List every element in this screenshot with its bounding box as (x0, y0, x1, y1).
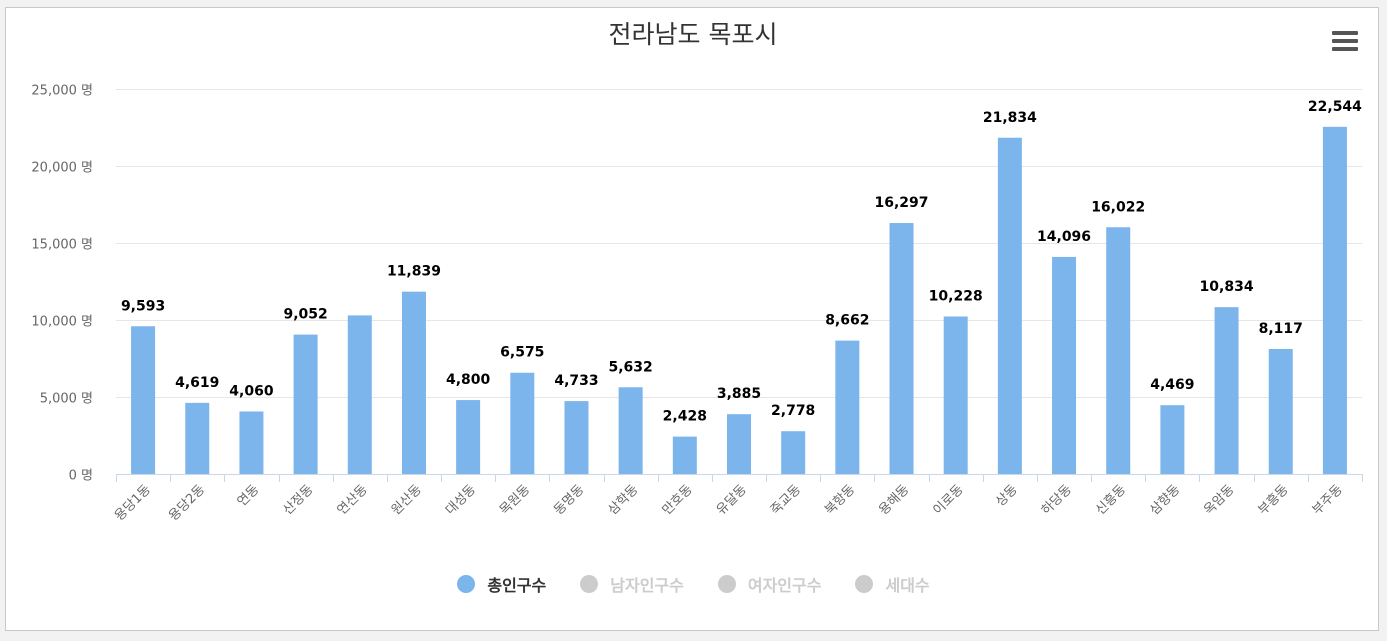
bar-산정동[interactable] (293, 334, 318, 474)
y-tick-label: 0 명 (69, 469, 93, 484)
legend-dot-households (855, 575, 874, 593)
y-tick-label: 10,000 명 (31, 315, 93, 330)
data-label: 4,733 (554, 373, 598, 389)
x-tick-label: 산정동 (280, 482, 316, 518)
bar-옥암동[interactable] (1214, 307, 1239, 474)
x-tick-label: 신흥동 (1093, 482, 1129, 518)
bar-만호동[interactable] (672, 436, 697, 474)
x-tick-label: 동명동 (551, 482, 587, 518)
x-tick-label: 부주동 (1310, 482, 1346, 518)
bar-용당2동[interactable] (185, 402, 210, 474)
x-tick-label: 용당2동 (166, 482, 208, 524)
data-label: 3,885 (717, 386, 761, 402)
bar-이로동[interactable] (943, 316, 968, 474)
legend-label-households: 세대수 (885, 576, 930, 595)
data-label: 2,428 (663, 409, 707, 425)
x-tick-label: 상동 (993, 482, 1021, 510)
x-tick-label: 삼학동 (605, 482, 641, 518)
bar-삼학동[interactable] (618, 387, 643, 474)
legend-label-female: 여자인구수 (747, 576, 822, 595)
y-tick-label: 5,000 명 (40, 392, 93, 407)
x-tick-label: 죽교동 (768, 482, 804, 518)
data-label: 8,662 (825, 313, 869, 329)
x-tick-label: 부흥동 (1256, 482, 1292, 518)
bar-삼향동[interactable] (1160, 405, 1185, 474)
data-label: 4,800 (446, 372, 491, 388)
x-tick-label: 옥암동 (1201, 482, 1237, 518)
bar-상동[interactable] (997, 137, 1022, 474)
x-tick-label: 용당1동 (112, 482, 154, 524)
data-label: 14,096 (1037, 229, 1091, 245)
x-tick-label: 원산동 (389, 482, 425, 518)
bar-동명동[interactable] (564, 401, 589, 474)
bar-하당동[interactable] (1052, 256, 1077, 474)
legend-item-households[interactable]: 세대수 (855, 572, 930, 596)
bar-신흥동[interactable] (1106, 227, 1131, 474)
chart-legend: 총인구수 남자인구수 여자인구수 세대수 (0, 572, 1387, 596)
x-tick-label: 대성동 (443, 482, 479, 518)
bar-연동[interactable] (239, 411, 264, 474)
data-label: 9,052 (283, 307, 327, 323)
legend-label-male: 남자인구수 (610, 576, 684, 595)
data-label: 4,060 (229, 383, 274, 399)
data-label: 10,228 (929, 288, 983, 304)
bar-부흥동[interactable] (1268, 348, 1293, 474)
data-label: 21,834 (983, 110, 1037, 126)
bar-죽교동[interactable] (781, 431, 806, 474)
bar-용해동[interactable] (889, 223, 914, 474)
legend-dot-total (457, 575, 476, 593)
data-label: 16,022 (1091, 199, 1145, 215)
x-tick-label: 삼향동 (1147, 482, 1183, 518)
bar-목원동[interactable] (510, 372, 535, 474)
x-tick-label: 북항동 (822, 482, 858, 518)
x-tick-label: 이로동 (931, 482, 967, 518)
bar-유달동[interactable] (727, 414, 751, 474)
data-label: 4,619 (175, 375, 219, 391)
bar-대성동[interactable] (456, 400, 481, 474)
chart-title: 전라남도 목포시 (609, 20, 778, 49)
x-tick-label: 용해동 (876, 482, 912, 518)
data-label: 4,469 (1150, 377, 1194, 393)
data-label: 11,839 (387, 264, 441, 280)
x-tick-label: 만호동 (660, 482, 696, 518)
data-label: 9,593 (121, 298, 165, 314)
y-tick-label: 15,000 명 (31, 238, 93, 253)
bar-연산동[interactable] (347, 315, 372, 474)
hamburger-menu-icon[interactable] (1332, 31, 1358, 53)
legend-dot-female (717, 575, 736, 593)
data-label: 6,575 (500, 345, 544, 361)
data-label: 5,632 (609, 359, 653, 375)
bar-원산동[interactable] (401, 291, 426, 474)
legend-dot-male (580, 575, 599, 593)
legend-label-total: 총인구수 (487, 576, 547, 595)
data-label: 22,544 (1308, 99, 1362, 115)
x-tick-label: 목원동 (497, 482, 533, 518)
y-tick-label: 25,000 명 (31, 84, 93, 99)
bar-용당1동[interactable] (131, 326, 156, 474)
y-tick-label: 20,000 명 (31, 161, 93, 176)
legend-item-male[interactable]: 남자인구수 (580, 572, 684, 596)
legend-item-female[interactable]: 여자인구수 (717, 572, 822, 596)
bar-부주동[interactable] (1322, 126, 1347, 475)
data-label: 10,834 (1200, 279, 1254, 295)
legend-item-total[interactable]: 총인구수 (457, 572, 546, 596)
data-label: 2,778 (771, 403, 815, 419)
x-tick-label: 하당동 (1039, 482, 1075, 518)
data-label: 16,297 (875, 195, 929, 211)
x-tick-label: 연산동 (335, 482, 371, 518)
x-tick-label: 유달동 (714, 482, 750, 518)
bar-북항동[interactable] (835, 340, 860, 474)
x-tick-label: 연동 (235, 482, 263, 510)
data-label: 8,117 (1259, 321, 1303, 337)
chart-container (5, 7, 1379, 631)
